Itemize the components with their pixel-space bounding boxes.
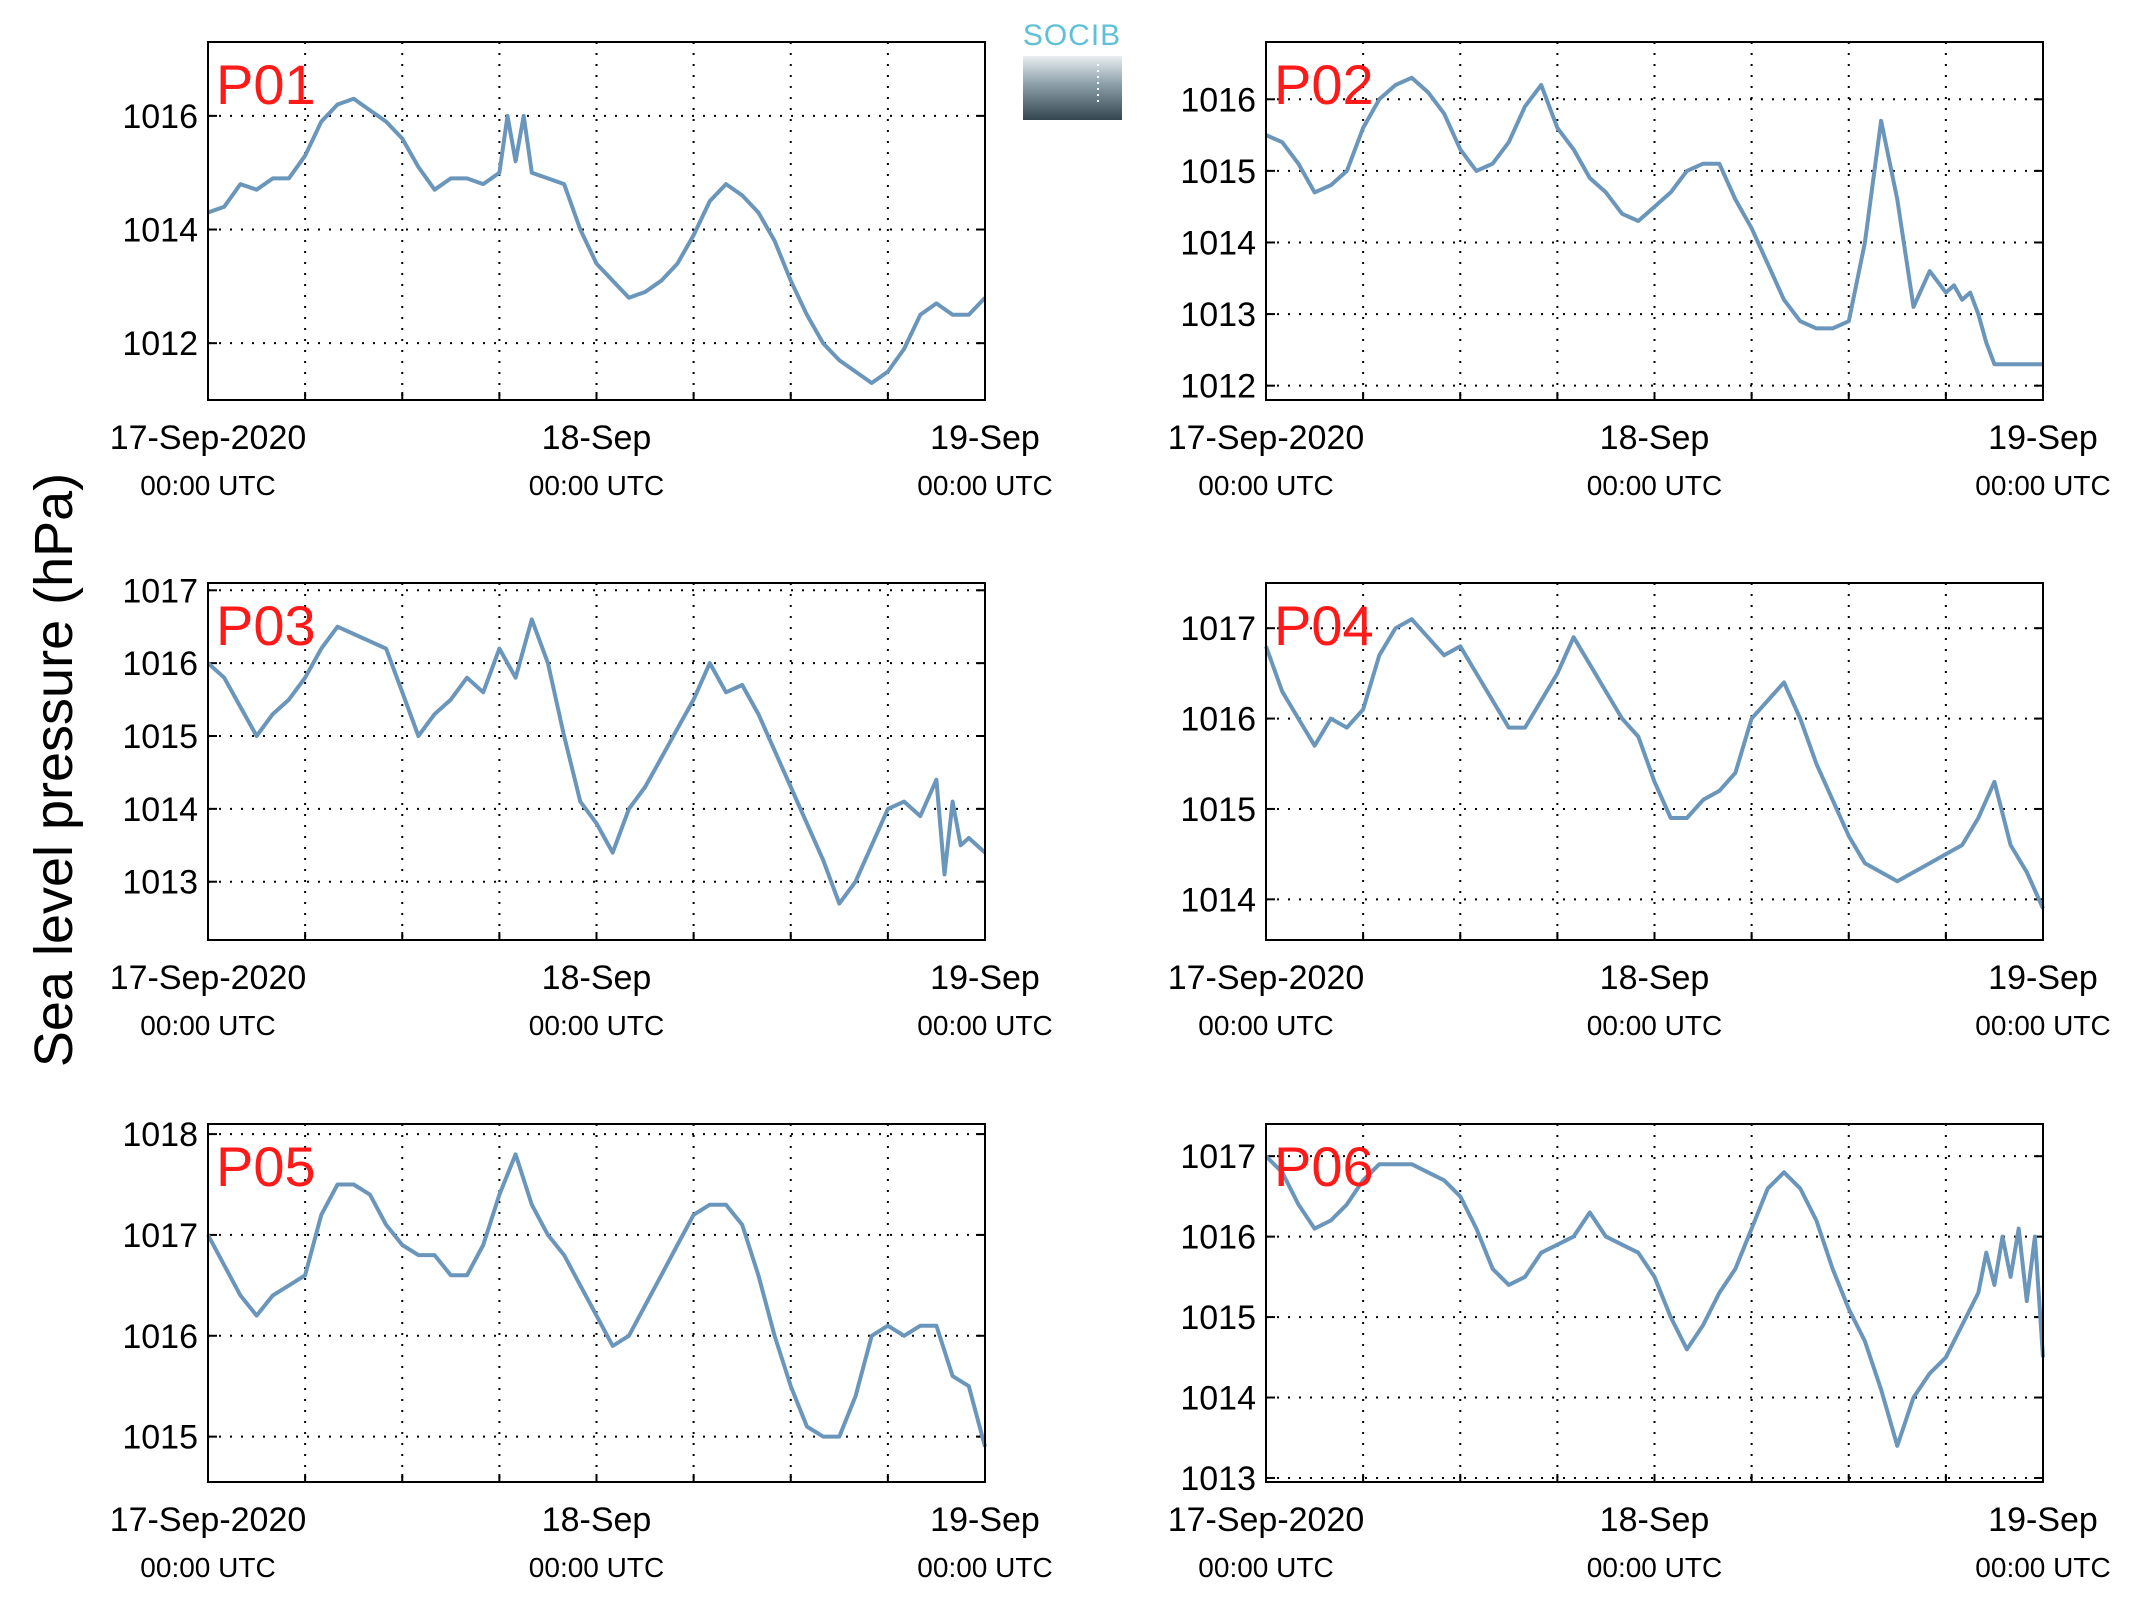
plot-frame	[1265, 582, 2044, 941]
x-tick-label: 19-Sep	[930, 419, 1040, 457]
x-tick-label: 17-Sep-2020	[1168, 1501, 1365, 1539]
y-tick-label: 1013	[122, 864, 198, 902]
x-tick-label: 18-Sep	[1600, 419, 1710, 457]
series-line	[206, 1152, 987, 1448]
x-tick-sublabel: 00:00 UTC	[1975, 1552, 2110, 1583]
series-line	[1265, 75, 2043, 367]
y-tick-label: 1015	[122, 1419, 198, 1457]
panel-label: P01	[216, 53, 316, 116]
panel-label: P06	[1274, 1135, 1374, 1198]
x-tick-label: 19-Sep	[1988, 419, 2098, 457]
plot-frame	[207, 582, 986, 941]
y-tick-label: 1016	[1180, 1219, 1256, 1257]
y-tick-label: 1014	[1180, 881, 1256, 919]
x-tick-label: 17-Sep-2020	[110, 1501, 307, 1539]
series-line	[207, 96, 987, 385]
x-tick-sublabel: 00:00 UTC	[1587, 470, 1722, 501]
x-tick-label: 17-Sep-2020	[110, 959, 307, 997]
x-tick-sublabel: 00:00 UTC	[529, 1552, 664, 1583]
x-tick-label: 19-Sep	[1988, 1501, 2098, 1539]
panel-label: P05	[216, 1135, 316, 1198]
y-tick-label: 1015	[1180, 153, 1256, 191]
x-tick-label: 19-Sep	[930, 1501, 1040, 1539]
y-tick-label: 1013	[1180, 296, 1256, 334]
x-tick-sublabel: 00:00 UTC	[1587, 1010, 1722, 1041]
series-line	[1264, 1154, 2045, 1448]
x-tick-sublabel: 00:00 UTC	[1198, 1552, 1333, 1583]
logo-text: SOCIB	[1023, 19, 1121, 52]
y-tick-label: 1017	[122, 1217, 198, 1255]
panel-label: P02	[1274, 53, 1374, 116]
y-tick-label: 1017	[1180, 610, 1256, 648]
x-tick-label: 18-Sep	[1600, 959, 1710, 997]
plot-frame	[207, 1123, 986, 1483]
y-tick-label: 1015	[1180, 1299, 1256, 1337]
panel-label: P03	[216, 594, 316, 657]
x-tick-sublabel: 00:00 UTC	[1975, 470, 2110, 501]
x-tick-sublabel: 00:00 UTC	[917, 1552, 1052, 1583]
y-tick-label: 1016	[122, 1318, 198, 1356]
x-tick-sublabel: 00:00 UTC	[1198, 1010, 1333, 1041]
x-tick-sublabel: 00:00 UTC	[917, 470, 1052, 501]
x-tick-sublabel: 00:00 UTC	[529, 1010, 664, 1041]
x-tick-sublabel: 00:00 UTC	[140, 470, 275, 501]
x-tick-sublabel: 00:00 UTC	[140, 1552, 275, 1583]
socib-logo: SOCIB	[1023, 19, 1122, 120]
chart-panel-p02: 1012 1013 1014 1015 1016 17-Sep-2020 00:00 UTC…	[1168, 41, 2111, 501]
y-tick-label: 1016	[122, 645, 198, 683]
x-tick-sublabel: 00:00 UTC	[140, 1010, 275, 1041]
y-tick-label: 1013	[1180, 1460, 1256, 1498]
x-tick-label: 18-Sep	[1600, 1501, 1710, 1539]
y-tick-label: 1014	[122, 791, 198, 829]
chart-panel-p01: 1012 1014 1016 17-Sep-2020 00:00 UTC 18-Sep 00…	[110, 41, 1053, 501]
y-tick-label: 1016	[1180, 701, 1256, 739]
y-axis-label: Sea level pressure (hPa)	[24, 473, 84, 1067]
plot-frame	[1265, 41, 2044, 401]
series-line	[1264, 617, 2045, 910]
x-tick-label: 19-Sep	[1988, 959, 2098, 997]
plot-frame	[207, 41, 986, 401]
panel-label: P04	[1274, 594, 1374, 657]
x-tick-label: 17-Sep-2020	[1168, 419, 1365, 457]
y-tick-label: 1014	[1180, 1380, 1256, 1418]
y-tick-label: 1017	[1180, 1138, 1256, 1176]
y-tick-label: 1016	[122, 98, 198, 136]
x-tick-sublabel: 00:00 UTC	[1975, 1010, 2110, 1041]
plot-frame	[1265, 1123, 2044, 1483]
y-tick-label: 1015	[1180, 791, 1256, 829]
x-tick-label: 19-Sep	[930, 959, 1040, 997]
y-tick-label: 1016	[1180, 81, 1256, 119]
y-tick-label: 1014	[122, 212, 198, 250]
x-tick-sublabel: 00:00 UTC	[529, 470, 664, 501]
series-line	[206, 617, 987, 906]
x-tick-label: 18-Sep	[542, 959, 652, 997]
x-tick-label: 17-Sep-2020	[110, 419, 307, 457]
x-tick-sublabel: 00:00 UTC	[1587, 1552, 1722, 1583]
y-tick-label: 1018	[122, 1116, 198, 1154]
y-tick-label: 1017	[122, 572, 198, 610]
y-tick-label: 1012	[122, 325, 198, 363]
x-tick-label: 18-Sep	[542, 1501, 652, 1539]
y-tick-label: 1015	[122, 718, 198, 756]
chart-panel-p03: 1013 1014 1015 1016 1017 17-Sep-2020 00:00 UTC…	[110, 572, 1053, 1041]
x-tick-label: 18-Sep	[542, 419, 652, 457]
x-tick-sublabel: 00:00 UTC	[917, 1010, 1052, 1041]
chart-panel-p06: 1013 1014 1015 1016 1017 17-Sep-2020 00:00 UTC…	[1168, 1123, 2111, 1583]
chart-panel-p05: 1015 1016 1017 1018 17-Sep-2020 00:00 UTC 18-S…	[110, 1116, 1053, 1583]
x-tick-sublabel: 00:00 UTC	[1198, 470, 1333, 501]
x-tick-label: 17-Sep-2020	[1168, 959, 1365, 997]
y-tick-label: 1012	[1180, 368, 1256, 406]
chart-panel-p04: 1014 1015 1016 1017 17-Sep-2020 00:00 UTC 18-S…	[1168, 582, 2111, 1041]
y-tick-label: 1014	[1180, 224, 1256, 262]
